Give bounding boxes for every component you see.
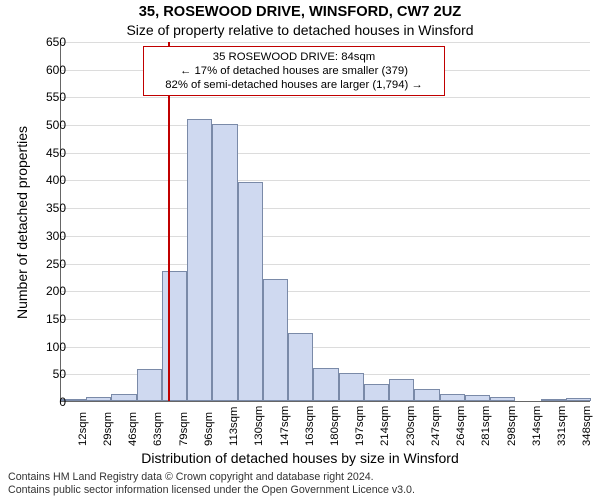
histogram-bar [111,394,136,401]
histogram-bar [137,369,162,401]
histogram-bar [414,389,439,401]
histogram-bar [490,397,515,401]
x-tick-label: 281sqm [480,406,492,446]
x-tick-label: 79sqm [178,412,190,446]
gridline-h [61,97,590,98]
y-tick-label: 250 [26,257,66,271]
annotation-line3: 82% of semi-detached houses are larger (… [148,78,440,92]
y-tick-label: 50 [26,367,66,381]
x-axis-label: Distribution of detached houses by size … [0,450,600,466]
x-tick-label: 348sqm [581,406,593,446]
gridline-h [61,319,590,320]
annotation-line2: ← 17% of detached houses are smaller (37… [148,64,440,78]
y-tick-label: 600 [26,63,66,77]
x-tick-label: 12sqm [77,412,89,446]
y-tick-label: 650 [26,35,66,49]
y-tick-label: 300 [26,229,66,243]
attribution-text: Contains HM Land Registry data © Crown c… [8,471,592,496]
chart-title-line2: Size of property relative to detached ho… [0,22,600,38]
chart-title-line1: 35, ROSEWOOD DRIVE, WINSFORD, CW7 2UZ [0,4,600,20]
y-tick-label: 200 [26,284,66,298]
x-tick-label: 46sqm [127,412,139,446]
annotation-line1: 35 ROSEWOOD DRIVE: 84sqm [148,50,440,64]
y-tick-label: 100 [26,340,66,354]
x-tick-label: 230sqm [405,406,417,446]
chart-plot-area: 35 ROSEWOOD DRIVE: 84sqm← 17% of detache… [60,42,590,402]
y-tick-label: 550 [26,90,66,104]
y-tick-label: 350 [26,201,66,215]
histogram-bar [263,279,288,401]
x-tick-label: 264sqm [455,406,467,446]
attribution-line1: Contains HM Land Registry data © Crown c… [8,471,592,483]
x-tick-label: 113sqm [228,407,240,446]
gridline-h [61,153,590,154]
histogram-bar [465,395,490,401]
histogram-bar [187,119,212,401]
x-tick-label: 331sqm [556,406,568,446]
gridline-h [61,291,590,292]
histogram-bar [238,182,263,401]
gridline-h [61,347,590,348]
x-tick-label: 130sqm [253,406,265,446]
histogram-bar [440,394,465,401]
histogram-bar [364,384,389,401]
y-tick-label: 0 [26,395,66,409]
gridline-h [61,125,590,126]
histogram-bar [339,373,364,401]
histogram-bar [541,399,566,401]
histogram-bar [313,368,338,401]
attribution-line2: Contains public sector information licen… [8,484,592,496]
histogram-bar [389,379,414,401]
histogram-bar [162,271,187,401]
x-tick-label: 298sqm [506,406,518,446]
annotation-callout: 35 ROSEWOOD DRIVE: 84sqm← 17% of detache… [143,46,445,96]
histogram-bar [566,398,591,401]
x-tick-label: 163sqm [304,406,316,446]
x-tick-label: 180sqm [329,406,341,446]
gridline-h [61,180,590,181]
histogram-bar [86,397,111,401]
x-tick-label: 197sqm [354,406,366,446]
gridline-h [61,236,590,237]
histogram-bar [212,124,237,401]
histogram-bar [288,333,313,401]
y-tick-label: 450 [26,146,66,160]
x-tick-label: 247sqm [430,406,442,446]
x-tick-label: 96sqm [203,412,215,446]
y-tick-label: 400 [26,173,66,187]
gridline-h [61,208,590,209]
x-tick-label: 214sqm [379,406,391,446]
x-tick-label: 63sqm [152,412,164,446]
y-tick-label: 150 [26,312,66,326]
y-tick-label: 500 [26,118,66,132]
x-tick-label: 314sqm [531,406,543,446]
x-tick-label: 147sqm [279,406,291,446]
gridline-h [61,264,590,265]
x-tick-label: 29sqm [102,412,114,446]
gridline-h [61,42,590,43]
